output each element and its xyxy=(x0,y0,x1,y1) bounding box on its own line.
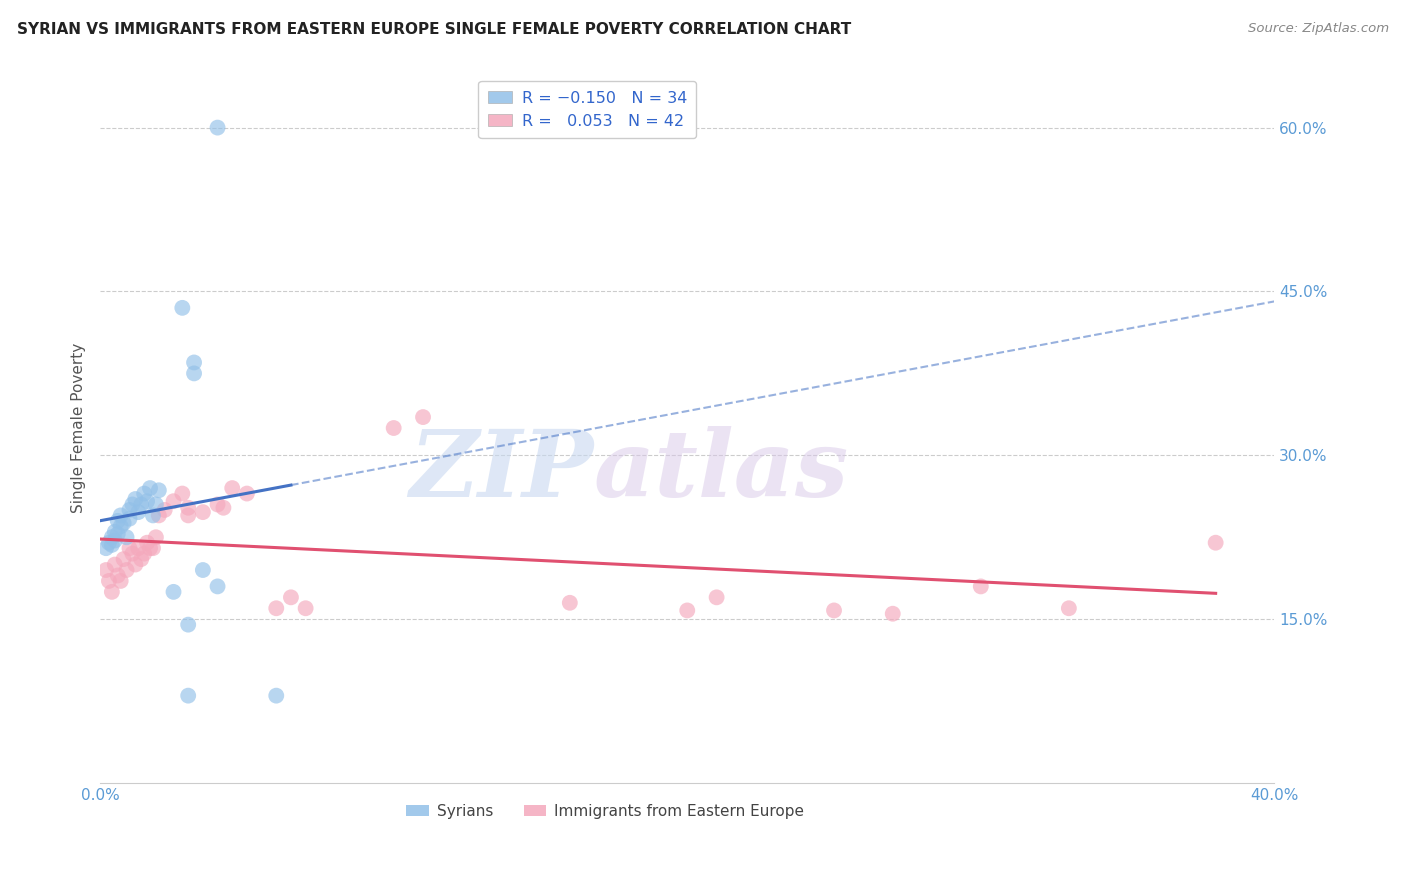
Point xyxy=(221,481,243,495)
Point xyxy=(1205,535,1227,549)
Point xyxy=(110,574,132,588)
Point xyxy=(115,530,138,544)
Point xyxy=(142,508,165,523)
Point xyxy=(94,541,117,556)
Point xyxy=(153,503,176,517)
Text: atlas: atlas xyxy=(593,425,849,516)
Point xyxy=(191,505,214,519)
Point xyxy=(104,533,127,548)
Point xyxy=(236,486,259,500)
Point xyxy=(145,530,167,544)
Point xyxy=(127,541,149,556)
Point xyxy=(142,541,165,556)
Point xyxy=(104,558,127,572)
Point xyxy=(412,410,434,425)
Point xyxy=(139,481,162,495)
Point xyxy=(1057,601,1080,615)
Point xyxy=(107,527,129,541)
Point xyxy=(882,607,904,621)
Point xyxy=(110,508,132,523)
Point xyxy=(207,498,229,512)
Point xyxy=(264,601,287,615)
Point xyxy=(97,535,120,549)
Text: SYRIAN VS IMMIGRANTS FROM EASTERN EUROPE SINGLE FEMALE POVERTY CORRELATION CHART: SYRIAN VS IMMIGRANTS FROM EASTERN EUROPE… xyxy=(17,22,851,37)
Point xyxy=(115,563,138,577)
Point xyxy=(124,558,146,572)
Point xyxy=(101,538,124,552)
Point xyxy=(823,603,845,617)
Point xyxy=(172,486,194,500)
Point xyxy=(177,617,200,632)
Point xyxy=(134,486,156,500)
Point xyxy=(162,494,184,508)
Point xyxy=(145,498,167,512)
Point xyxy=(118,511,141,525)
Point xyxy=(112,516,135,530)
Point xyxy=(104,524,127,539)
Point xyxy=(558,596,581,610)
Point xyxy=(127,505,149,519)
Point xyxy=(110,519,132,533)
Point xyxy=(212,500,235,515)
Point xyxy=(148,508,170,523)
Point xyxy=(101,530,124,544)
Point xyxy=(107,514,129,528)
Point xyxy=(183,355,205,369)
Point xyxy=(112,552,135,566)
Point xyxy=(94,563,117,577)
Point xyxy=(121,547,143,561)
Point xyxy=(191,563,214,577)
Point xyxy=(207,120,229,135)
Point xyxy=(129,552,152,566)
Point xyxy=(129,498,152,512)
Point xyxy=(294,601,316,615)
Legend: Syrians, Immigrants from Eastern Europe: Syrians, Immigrants from Eastern Europe xyxy=(399,797,810,825)
Point xyxy=(207,579,229,593)
Point xyxy=(183,367,205,381)
Point xyxy=(382,421,405,435)
Text: Source: ZipAtlas.com: Source: ZipAtlas.com xyxy=(1249,22,1389,36)
Point xyxy=(118,541,141,556)
Point xyxy=(177,689,200,703)
Point xyxy=(121,498,143,512)
Point xyxy=(139,541,162,556)
Point xyxy=(162,585,184,599)
Point xyxy=(118,503,141,517)
Point xyxy=(136,535,159,549)
Point xyxy=(177,500,200,515)
Point xyxy=(136,494,159,508)
Point xyxy=(124,491,146,506)
Point xyxy=(706,591,728,605)
Point xyxy=(172,301,194,315)
Point xyxy=(970,579,993,593)
Point xyxy=(107,568,129,582)
Point xyxy=(676,603,699,617)
Point xyxy=(177,508,200,523)
Point xyxy=(148,483,170,498)
Point xyxy=(101,585,124,599)
Point xyxy=(264,689,287,703)
Point xyxy=(280,591,302,605)
Point xyxy=(134,547,156,561)
Text: ZIP: ZIP xyxy=(409,425,593,516)
Y-axis label: Single Female Poverty: Single Female Poverty xyxy=(72,343,86,513)
Point xyxy=(97,574,120,588)
